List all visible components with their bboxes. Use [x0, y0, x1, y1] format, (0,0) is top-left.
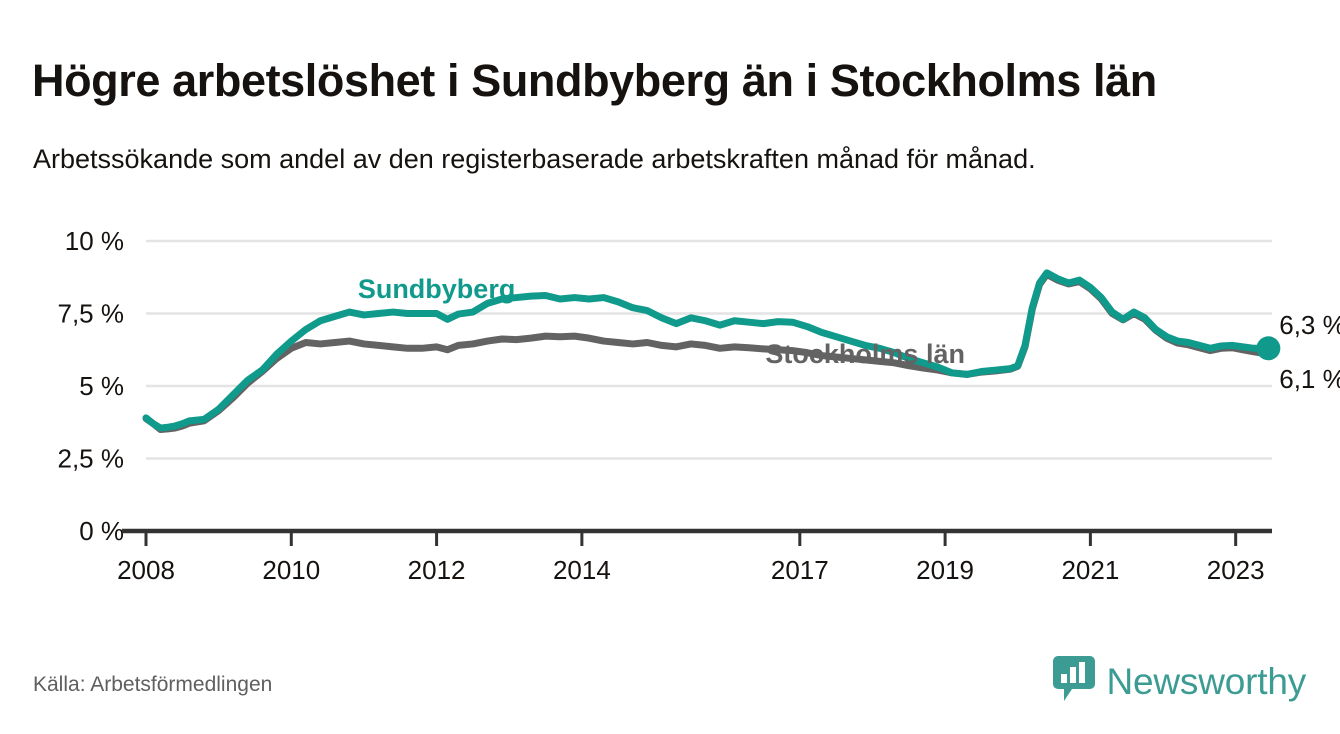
bar-chart-speech-bubble-icon [1052, 655, 1096, 708]
newsworthy-logo: Newsworthy [1052, 655, 1307, 708]
y-axis-tick-label: 5 % [79, 371, 124, 401]
series-name-label: Sundbyberg [358, 274, 516, 304]
x-axis-tick-label: 2017 [771, 555, 829, 585]
series-line-sundbyberg [142, 269, 1272, 432]
chart-plot-area: 0 % 2,5 % 5 % 7,5 % 10 % 2008 2010 2012 2014 201… [0, 218, 1340, 598]
x-axis-tick-labels: 2008 2010 2012 2014 2017 2019 2021 2023 [117, 555, 1265, 585]
x-axis-tick-label: 2021 [1061, 555, 1119, 585]
line-chart-svg: 0 % 2,5 % 5 % 7,5 % 10 % 2008 2010 2012 2014 201… [58, 226, 1340, 585]
y-axis-tick-label: 2,5 % [58, 444, 125, 474]
x-axis-ticks [144, 533, 1238, 546]
x-axis-tick-label: 2010 [262, 555, 320, 585]
series-name-label: Stockholms län [765, 339, 965, 369]
logo-wordmark: Newsworthy [1106, 660, 1307, 702]
x-axis-tick-label: 2012 [408, 555, 466, 585]
page-title: Högre arbetslöshet i Sundbyberg än i Sto… [32, 55, 1157, 107]
source-note: Källa: Arbetsförmedlingen [33, 673, 273, 696]
chart-gridlines [146, 239, 1272, 460]
chart-series-lines [142, 269, 1272, 433]
x-axis-tick-label: 2008 [117, 555, 175, 585]
x-axis-tick-label: 2023 [1207, 555, 1265, 585]
y-axis-tick-label: 10 % [65, 226, 124, 256]
chart-subtitle: Arbetssökande som andel av den registerb… [33, 144, 1036, 174]
x-axis-tick-label: 2014 [553, 555, 611, 585]
series-value-label: 6,3 % [1279, 310, 1340, 340]
y-axis-tick-labels: 0 % 2,5 % 5 % 7,5 % 10 % [58, 226, 125, 546]
series-value-label: 6,1 % [1279, 364, 1340, 394]
y-axis-tick-label: 0 % [79, 516, 124, 546]
x-axis-tick-label: 2019 [916, 555, 974, 585]
series-end-marker [1256, 336, 1281, 361]
chart-annotations: Sundbyberg Stockholms län 6,3 % 6,1 % [358, 274, 1340, 394]
y-axis-tick-label: 7,5 % [58, 299, 125, 329]
chart-end-marker [1256, 336, 1281, 361]
